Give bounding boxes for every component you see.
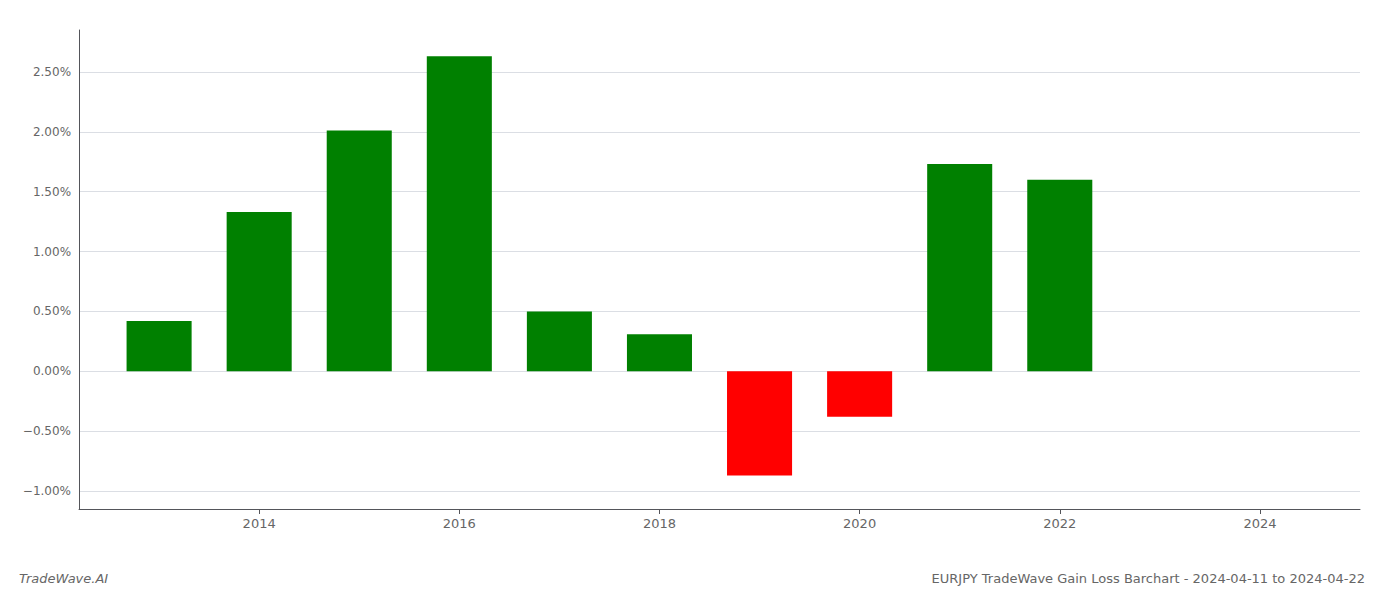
svg-text:0.50%: 0.50% (33, 304, 71, 318)
svg-text:2016: 2016 (443, 516, 476, 531)
svg-text:−0.50%: −0.50% (23, 424, 71, 438)
svg-text:−1.00%: −1.00% (23, 484, 71, 498)
svg-text:2.50%: 2.50% (33, 65, 71, 79)
svg-text:2018: 2018 (643, 516, 676, 531)
svg-text:EURJPY TradeWave Gain Loss Bar: EURJPY TradeWave Gain Loss Barchart - 20… (932, 571, 1365, 586)
svg-text:2024: 2024 (1243, 516, 1276, 531)
svg-text:0.00%: 0.00% (33, 364, 71, 378)
svg-text:2.00%: 2.00% (33, 125, 71, 139)
svg-text:TradeWave.AI: TradeWave.AI (19, 571, 108, 586)
svg-text:1.50%: 1.50% (33, 185, 71, 199)
svg-text:2020: 2020 (843, 516, 876, 531)
svg-text:2022: 2022 (1043, 516, 1076, 531)
svg-text:2014: 2014 (243, 516, 276, 531)
svg-text:1.00%: 1.00% (33, 245, 71, 259)
